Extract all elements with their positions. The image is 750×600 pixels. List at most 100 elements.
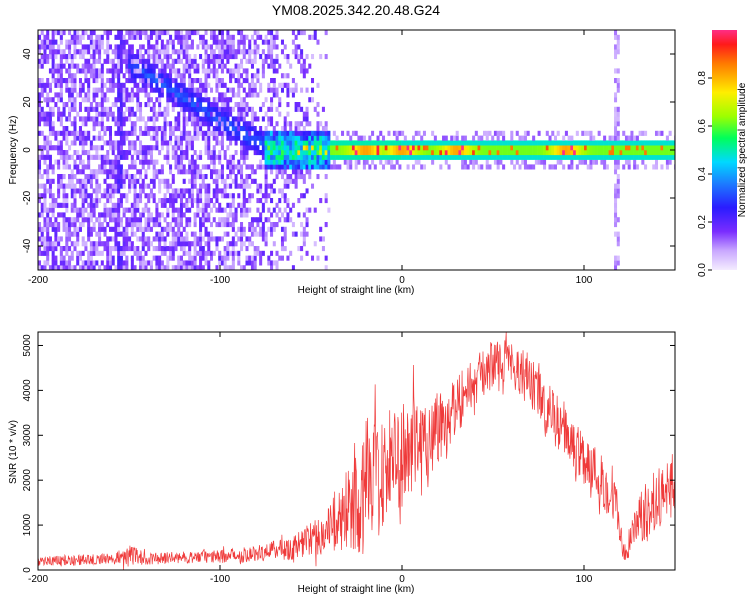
heatmap-cell: [70, 241, 74, 247]
heatmap-cell: [207, 260, 211, 266]
heatmap-cell: [152, 178, 156, 184]
heatmap-cell: [155, 58, 159, 64]
heatmap-cell: [316, 82, 320, 88]
heatmap-cell: [240, 116, 244, 122]
heatmap-cell: [248, 255, 252, 261]
heatmap-cell: [92, 68, 96, 74]
heatmap-cell: [308, 130, 312, 136]
heatmap-cell: [171, 255, 175, 261]
heatmap-cell: [95, 178, 99, 184]
heatmap-cell: [264, 159, 268, 165]
heatmap-cell: [240, 63, 244, 69]
heatmap-cell: [169, 226, 173, 232]
heatmap-cell: [177, 30, 181, 36]
heatmap-cell: [92, 63, 96, 69]
heatmap-cell: [163, 178, 167, 184]
heatmap-cell: [89, 202, 93, 208]
heatmap-cell: [491, 154, 495, 160]
heatmap-cell: [160, 30, 164, 36]
heatmap-cell: [59, 68, 63, 74]
heatmap-cell: [207, 164, 211, 170]
heatmap-cell: [158, 241, 162, 247]
heatmap-cell: [57, 78, 61, 84]
heatmap-cell: [529, 164, 533, 170]
heatmap-cell: [169, 169, 173, 175]
heatmap-cell: [190, 174, 194, 180]
heatmap-cell: [65, 154, 69, 160]
heatmap-cell: [160, 169, 164, 175]
heatmap-cell: [171, 126, 175, 132]
heatmap-cell: [215, 183, 219, 189]
colorbar-tick-label: 0.6: [697, 119, 708, 133]
heatmap-cell: [261, 49, 265, 55]
heatmap-cell: [412, 154, 416, 160]
heatmap-cell: [119, 183, 123, 189]
heatmap-cell: [245, 106, 249, 112]
heatmap-cell: [248, 135, 252, 141]
heatmap-cell: [179, 102, 183, 108]
heatmap-cell: [108, 135, 113, 141]
heatmap-cell: [332, 159, 336, 165]
heatmap-cell: [603, 159, 607, 165]
heatmap-cell: [534, 140, 538, 146]
heatmap-cell: [122, 231, 126, 237]
heatmap-cell: [250, 265, 254, 270]
heatmap-cell: [117, 202, 121, 208]
heatmap-cell: [573, 150, 577, 156]
heatmap-cell: [242, 121, 246, 127]
heatmap-cell: [84, 246, 88, 252]
heatmap-cell: [128, 49, 132, 55]
heatmap-cell: [652, 164, 656, 170]
heatmap-cell: [461, 164, 465, 170]
heatmap-cell: [65, 193, 69, 199]
heatmap-cell: [302, 159, 306, 165]
heatmap-cell: [270, 97, 274, 103]
heatmap-cell: [122, 34, 126, 40]
heatmap-cell: [185, 241, 189, 247]
heatmap-cell: [644, 164, 648, 170]
heatmap-cell: [128, 78, 132, 84]
heatmap-cell: [38, 222, 42, 228]
heatmap-cell: [65, 250, 69, 256]
heatmap-cell: [136, 68, 140, 74]
heatmap-cell: [209, 87, 214, 93]
heatmap-cell: [136, 106, 140, 112]
heatmap-cell: [220, 30, 224, 36]
heatmap-cell: [111, 58, 115, 64]
heatmap-cell: [119, 222, 123, 228]
heatmap-cell: [450, 145, 454, 151]
heatmap-cell: [119, 111, 123, 117]
heatmap-cell: [368, 145, 372, 151]
heatmap-cell: [485, 150, 489, 156]
heatmap-cell: [283, 207, 287, 213]
heatmap-cell: [65, 260, 69, 266]
heatmap-cell: [240, 174, 244, 180]
heatmap-cell: [264, 140, 268, 146]
heatmap-cell: [190, 30, 194, 36]
heatmap-cell: [78, 106, 82, 112]
heatmap-cell: [166, 82, 170, 88]
heatmap-cell: [144, 126, 148, 132]
heatmap-cell: [100, 97, 104, 103]
x-tick-label: -100: [210, 574, 230, 585]
heatmap-cell: [450, 150, 454, 156]
heatmap-cell: [398, 164, 402, 170]
heatmap-cell: [147, 212, 151, 218]
heatmap-cell: [551, 145, 555, 151]
heatmap-cell: [261, 250, 265, 256]
heatmap-cell: [551, 130, 555, 136]
heatmap-cell: [278, 150, 282, 156]
heatmap-cell: [152, 30, 156, 36]
heatmap-cell: [270, 159, 274, 165]
heatmap-cell: [54, 202, 58, 208]
heatmap-cell: [152, 169, 156, 175]
heatmap-cell: [182, 212, 186, 218]
heatmap-cell: [283, 183, 287, 189]
heatmap-cell: [559, 150, 563, 156]
heatmap-cell: [54, 217, 58, 223]
heatmap-cell: [600, 145, 604, 151]
heatmap-cell: [179, 49, 183, 55]
heatmap-cell: [242, 87, 246, 93]
heatmap-cell: [177, 255, 181, 261]
heatmap-cell: [144, 226, 148, 232]
